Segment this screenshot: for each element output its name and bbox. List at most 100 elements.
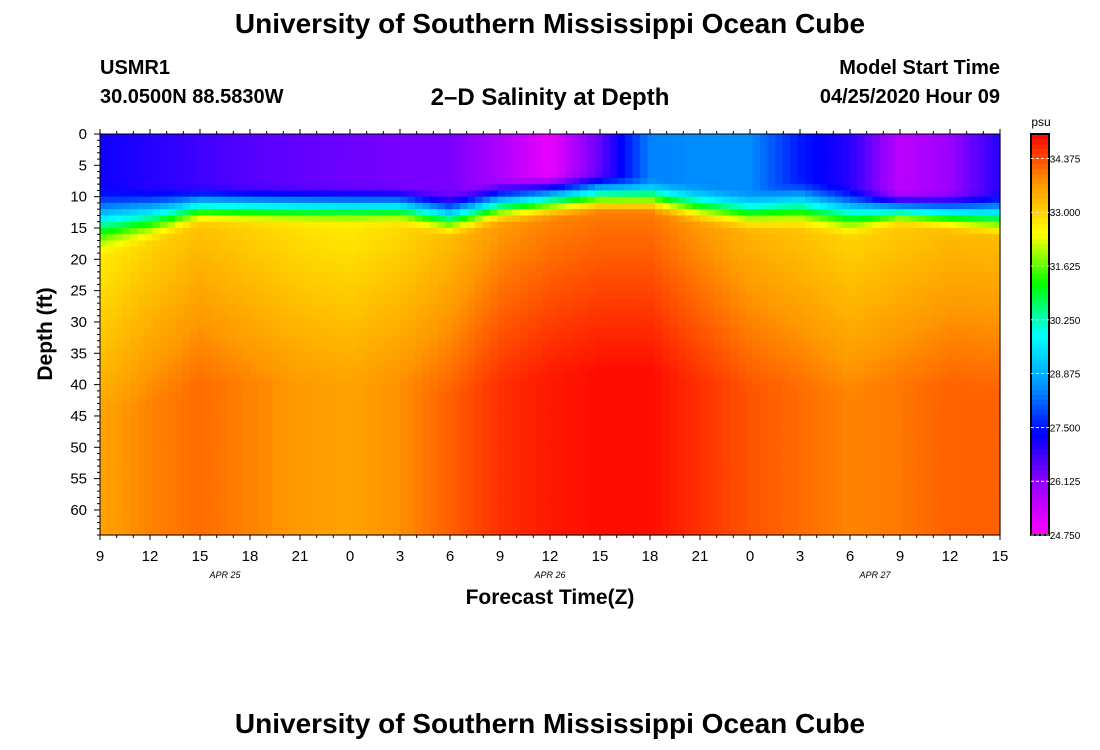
heat-cell [122,522,131,530]
heat-cell [497,491,506,499]
heat-cell [295,215,304,223]
heat-cell [565,434,574,442]
heat-cell [355,434,364,442]
heat-cell [190,184,199,191]
heat-cell [580,146,589,154]
heat-cell [100,196,109,204]
heat-cell [512,372,521,379]
heat-cell [490,353,499,361]
heat-cell [175,290,184,298]
heat-cell [565,234,574,242]
heat-cell [632,409,641,417]
heat-cell [640,397,649,405]
heat-cell [160,503,169,511]
heat-cell [580,509,589,517]
heat-cell [587,165,596,173]
heat-cell [257,378,266,386]
heat-cell [152,459,161,467]
heat-cell [212,309,221,317]
heat-cell [107,372,116,379]
heat-cell [512,503,521,511]
heat-cell [167,140,176,148]
heat-cell [520,259,529,267]
heat-cell [235,516,244,524]
heat-cell [587,516,596,524]
heat-cell [460,528,469,536]
heat-cell [317,453,326,461]
heat-cell [205,397,214,405]
heat-cell [242,271,251,279]
heat-cell [557,215,566,223]
heat-cell [430,246,439,254]
heat-cell [475,209,484,217]
heat-cell [355,315,364,323]
heat-cell [340,397,349,405]
heat-cell [190,459,199,467]
heat-cell [370,403,379,411]
heat-cell [475,215,484,223]
heat-cell [460,271,469,279]
heat-cell [407,478,416,486]
heat-cell [512,152,521,160]
heat-cell [122,334,131,342]
heat-cell [632,215,641,223]
heat-cell [535,271,544,279]
heat-cell [400,403,409,411]
heat-cell [205,152,214,160]
heat-cell [595,378,604,386]
heat-cell [347,253,356,260]
heat-cell [130,415,139,423]
heat-cell [265,234,274,242]
heat-cell [362,177,371,185]
heat-cell [145,171,154,179]
heat-cell [617,447,626,455]
heat-cell [602,177,611,185]
heat-cell [430,340,439,348]
heat-cell [527,215,536,223]
heat-cell [175,528,184,536]
heat-cell [167,340,176,348]
heat-cell [422,227,431,235]
heat-cell [160,227,169,235]
heat-cell [160,409,169,417]
heat-cell [242,278,251,285]
heat-cell [212,315,221,323]
heat-cell [122,403,131,411]
heat-cell [182,340,191,348]
heat-cell [325,296,334,304]
heat-cell [655,303,664,311]
heat-cell [565,415,574,423]
heat-cell [100,152,109,160]
heat-cell [422,290,431,298]
heat-cell [137,372,146,379]
heat-cell [257,491,266,499]
heat-cell [325,503,334,511]
heat-cell [280,240,289,248]
heat-cell [640,152,649,160]
heat-cell [377,353,386,361]
heat-cell [272,478,281,486]
heat-cell [505,296,514,304]
heat-cell [617,140,626,148]
heat-cell [100,384,109,392]
heat-cell [295,472,304,480]
heat-cell [212,522,221,530]
heat-cell [145,246,154,254]
heat-cell [182,497,191,505]
heat-cell [160,509,169,517]
heat-cell [677,271,686,279]
heat-cell [662,434,671,442]
heat-cell [482,453,491,461]
heat-cell [415,340,424,348]
heat-cell [325,146,334,154]
heat-cell [370,428,379,436]
heat-cell [137,171,146,179]
heat-cell [242,159,251,166]
heat-cell [347,522,356,530]
heat-cell [482,340,491,348]
heat-cell [152,265,161,273]
heat-cell [302,378,311,386]
heat-cell [107,202,116,210]
heat-cell [100,171,109,179]
heat-cell [362,259,371,267]
